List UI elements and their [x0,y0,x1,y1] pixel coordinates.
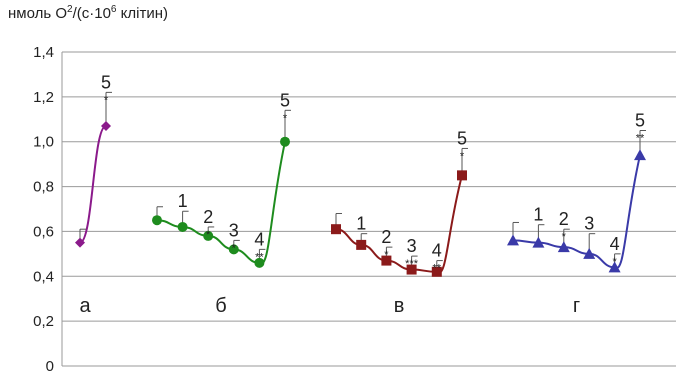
data-point [532,236,545,248]
group-label: б [215,295,226,317]
significance-mark: * [283,112,288,124]
point-label: 5 [457,128,467,148]
significance-mark: * [562,231,567,243]
data-point [280,136,290,147]
series-line [79,125,107,244]
series-line [156,141,286,265]
data-point [101,121,111,132]
series-line [335,175,463,274]
y-tick-label: 0,4 [33,268,54,285]
point-label: 2 [381,227,391,247]
y-tick-label: 1,4 [33,44,54,61]
group-label: в [394,295,405,317]
point-label: 3 [407,236,417,256]
y-tick-label: 0,6 [33,223,54,240]
series-3: 1 * 2 *** 3 ** 4 * 5 в [331,128,468,317]
y-axis: 0 0,2 0,4 0,6 0,8 1,0 1,2 1,4 [33,44,63,372]
grid [62,51,676,367]
series-4: 1 * 2 3 * 4 ** 5 г [507,111,646,317]
data-point [75,237,85,248]
significance-mark: * [232,242,237,254]
series-2: 1 * 2 * 3 ** 4 * 5 б [152,90,291,317]
point-label: 3 [229,220,239,240]
data-point [431,266,442,277]
significance-mark: ** [255,251,264,263]
data-point [634,149,646,161]
point-label: 1 [356,214,366,234]
point-label: 5 [101,72,111,92]
y-tick-label: 0 [46,358,54,372]
y-axis-unit-label: нмоль O2/(с·106 клітин) [8,4,168,22]
point-label: 4 [254,229,264,249]
data-point [152,215,162,226]
data-point [228,244,239,255]
significance-mark: *** [405,258,419,270]
significance-mark: * [206,229,211,241]
data-point [583,247,596,259]
point-label: 2 [203,207,213,227]
point-label: 4 [610,234,620,254]
data-point [381,255,392,266]
data-point [557,241,570,253]
group-label: г [573,295,580,317]
point-label: 3 [584,214,594,234]
y-tick-label: 0,2 [33,313,54,330]
point-label: 5 [635,111,645,131]
data-point [177,221,188,232]
group-label: а [79,295,91,317]
data-point [608,261,621,273]
y-tick-label: 1,0 [33,134,54,151]
point-label: 1 [178,191,188,211]
y-tick-label: 1,2 [33,89,54,106]
significance-mark: ** [433,263,442,275]
significance-mark: * [460,150,465,162]
significance-mark: ** [636,133,645,145]
data-point [331,224,341,235]
point-label: 4 [432,241,442,261]
data-point [507,234,519,246]
data-point [203,230,214,241]
data-point [254,257,265,268]
significance-mark: * [612,256,617,268]
data-point [457,170,467,181]
data-point [406,264,417,275]
point-label: 2 [559,209,569,229]
significance-mark: * [384,249,389,261]
point-label: 1 [533,205,543,225]
series-layer: *5а1*2*3**4*5б1*2***3**4*5в1*2 3*4**5г [75,72,646,317]
series-line [512,154,641,270]
point-label: 5 [280,90,290,110]
series-1: * 5 а [75,72,112,317]
y-tick-label: 0,8 [33,179,54,196]
significance-mark: * [104,94,109,106]
data-point [356,239,367,250]
